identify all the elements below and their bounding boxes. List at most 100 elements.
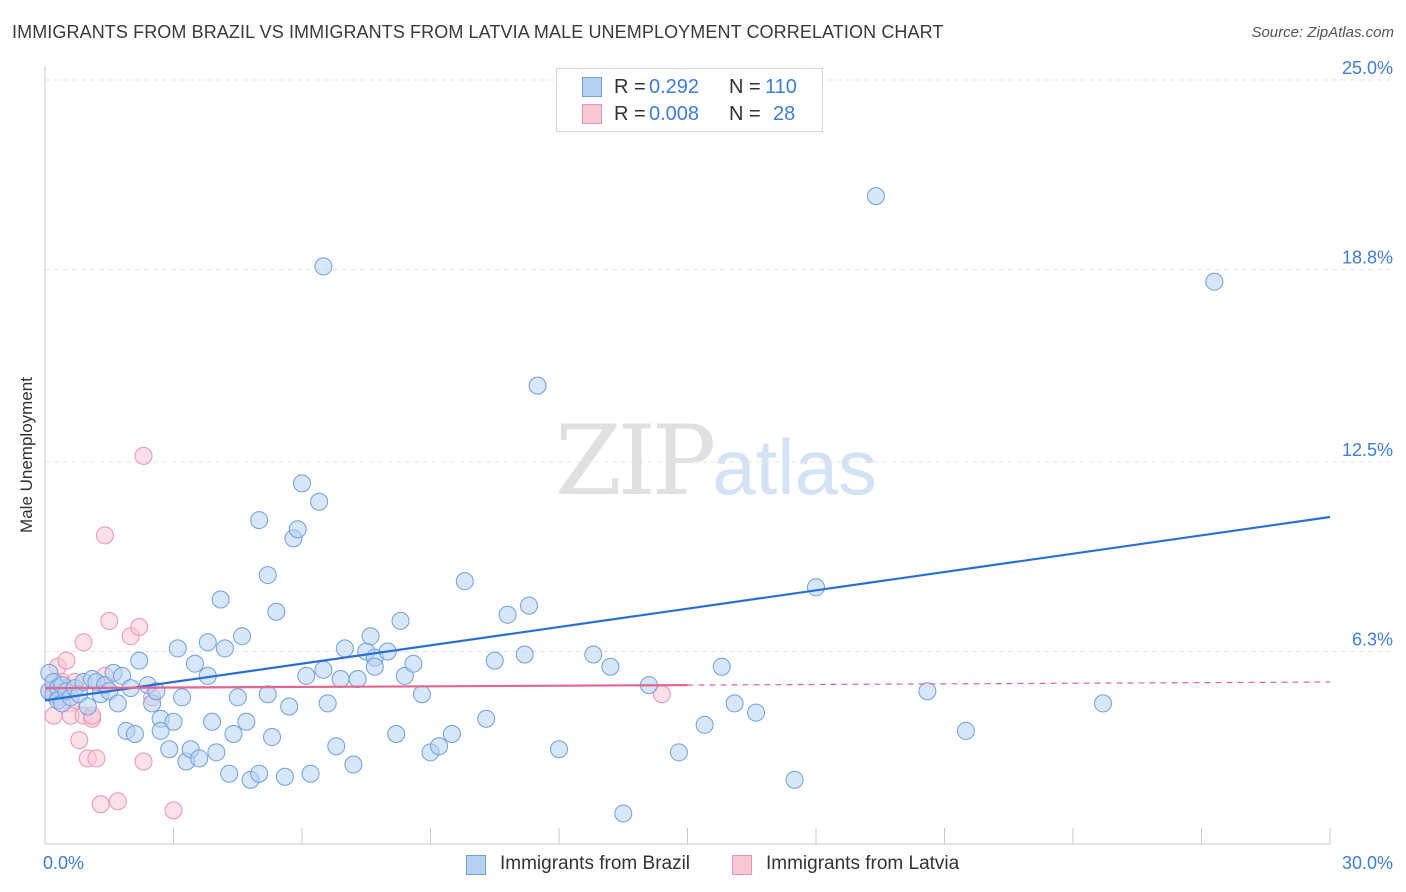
- brazil-point: [498, 605, 517, 624]
- brazil-point: [956, 721, 975, 740]
- brazil-point: [614, 804, 633, 823]
- r-value: 0.292: [649, 76, 700, 98]
- x-tick-label: 0.0%: [43, 853, 84, 873]
- brazil-point: [280, 697, 299, 716]
- watermark-zip: ZIP: [555, 405, 716, 517]
- brazil-point: [712, 657, 731, 676]
- n-label: N =: [729, 103, 761, 125]
- brazil-point: [412, 685, 431, 704]
- brazil-point: [395, 666, 414, 685]
- watermark-atlas: atlas: [712, 423, 877, 511]
- latvia-point: [134, 446, 153, 465]
- brazil-point: [365, 657, 384, 676]
- brazil-point: [275, 767, 294, 786]
- legend-label: Immigrants from Brazil: [500, 853, 691, 874]
- brazil-point: [528, 376, 547, 395]
- trend-lines: [44, 515, 1331, 702]
- brazil-point: [211, 590, 230, 609]
- brazil-swatch: [582, 77, 602, 97]
- brazil-point: [335, 639, 354, 658]
- brazil-point: [237, 712, 256, 731]
- brazil-point: [297, 666, 316, 685]
- brazil-point: [455, 572, 474, 591]
- brazil-point: [151, 721, 170, 740]
- brazil-point: [258, 566, 277, 585]
- brazil-point: [185, 654, 204, 673]
- brazil-point: [207, 743, 226, 762]
- brazil-point: [215, 639, 234, 658]
- latvia-point: [91, 795, 110, 814]
- n-value: 28: [773, 103, 796, 125]
- brazil-point: [387, 724, 406, 743]
- brazil-point: [331, 669, 350, 688]
- series-legend: Immigrants from Brazil Immigrants from L…: [0, 851, 1406, 881]
- brazil-point: [404, 654, 423, 673]
- brazil-point: [866, 187, 885, 206]
- brazil-point: [125, 724, 144, 743]
- r-label: R =: [614, 76, 646, 98]
- source-credit: Source: ZipAtlas.com: [1251, 24, 1394, 41]
- latvia-point: [108, 792, 127, 811]
- brazil-point: [918, 682, 937, 701]
- brazil-point: [190, 749, 209, 768]
- brazil-point: [1205, 272, 1224, 291]
- latvia-trend-line: [44, 683, 688, 690]
- latvia-swatch: [732, 855, 752, 875]
- y-tick-label: 12.5%: [1342, 440, 1393, 460]
- chart-title: IMMIGRANTS FROM BRAZIL VS IMMIGRANTS FRO…: [12, 22, 944, 42]
- brazil-point: [348, 669, 367, 688]
- gridlines: [45, 79, 1395, 652]
- brazil-point: [695, 715, 714, 734]
- brazil-point: [203, 712, 222, 731]
- n-label: N =: [729, 76, 761, 98]
- brazil-point: [584, 645, 603, 664]
- brazil-point: [198, 633, 217, 652]
- y-tick-label: 6.3%: [1352, 629, 1393, 649]
- brazil-point: [173, 688, 192, 707]
- latvia-trend-extension: [687, 681, 1331, 686]
- latvia-point: [87, 749, 106, 768]
- brazil-point: [520, 596, 539, 615]
- y-tick-label: 25.0%: [1342, 58, 1393, 78]
- brazil-point: [301, 764, 320, 783]
- n-value: 110: [765, 76, 797, 98]
- latvia-point: [134, 752, 153, 771]
- brazil-point: [442, 724, 461, 743]
- latvia-point: [74, 633, 93, 652]
- latvia-swatch: [582, 104, 602, 124]
- brazil-point: [250, 511, 269, 530]
- brazil-point: [485, 651, 504, 670]
- latvia-point: [70, 731, 89, 750]
- brazil-point: [344, 755, 363, 774]
- brazil-point: [391, 611, 410, 630]
- brazil-point: [807, 578, 825, 597]
- brazil-point: [228, 688, 247, 707]
- brazil-point: [310, 492, 329, 511]
- brazil-point: [160, 740, 179, 759]
- brazil-point: [288, 520, 307, 539]
- brazil-point: [550, 740, 568, 759]
- brazil-point: [314, 660, 333, 679]
- brazil-point: [164, 712, 183, 731]
- brazil-point: [258, 685, 277, 704]
- brazil-point: [318, 694, 337, 713]
- brazil-point: [224, 724, 243, 743]
- brazil-point: [669, 743, 688, 762]
- latvia-point: [164, 801, 183, 820]
- brazil-point: [250, 764, 269, 783]
- brazil-point: [1093, 694, 1112, 713]
- latvia-point: [95, 526, 114, 545]
- y-axis-label: Male Unemployment: [17, 377, 36, 533]
- zipatlas-watermark: ZIPatlas: [555, 405, 877, 517]
- y-tick-label: 18.8%: [1342, 247, 1393, 267]
- correlation-legend: R = 0.292 N = 110 R = 0.008 N = 28: [556, 68, 823, 132]
- r-label: R =: [614, 103, 646, 125]
- brazil-point: [725, 694, 744, 713]
- brazil-point: [78, 697, 97, 716]
- brazil-point: [130, 651, 149, 670]
- legend-row-latvia: R = 0.008 N = 28: [557, 101, 822, 127]
- latvia-point: [130, 618, 149, 637]
- x-tick-label: 30.0%: [1342, 853, 1393, 873]
- brazil-point: [327, 737, 346, 756]
